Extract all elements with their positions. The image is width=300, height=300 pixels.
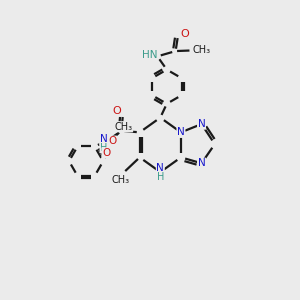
Text: O: O [102, 148, 110, 158]
Text: O: O [180, 29, 189, 39]
Text: N: N [198, 158, 206, 168]
Text: CH₃: CH₃ [114, 122, 133, 132]
Text: H: H [100, 142, 107, 153]
Text: H: H [157, 172, 164, 182]
Text: N: N [198, 119, 206, 129]
Text: O: O [108, 136, 116, 146]
Text: N: N [100, 134, 108, 144]
Text: HN: HN [142, 50, 158, 60]
Text: N: N [156, 163, 164, 173]
Text: CH₃: CH₃ [112, 175, 130, 185]
Text: N: N [177, 127, 185, 137]
Text: O: O [112, 106, 121, 116]
Text: CH₃: CH₃ [192, 45, 210, 55]
